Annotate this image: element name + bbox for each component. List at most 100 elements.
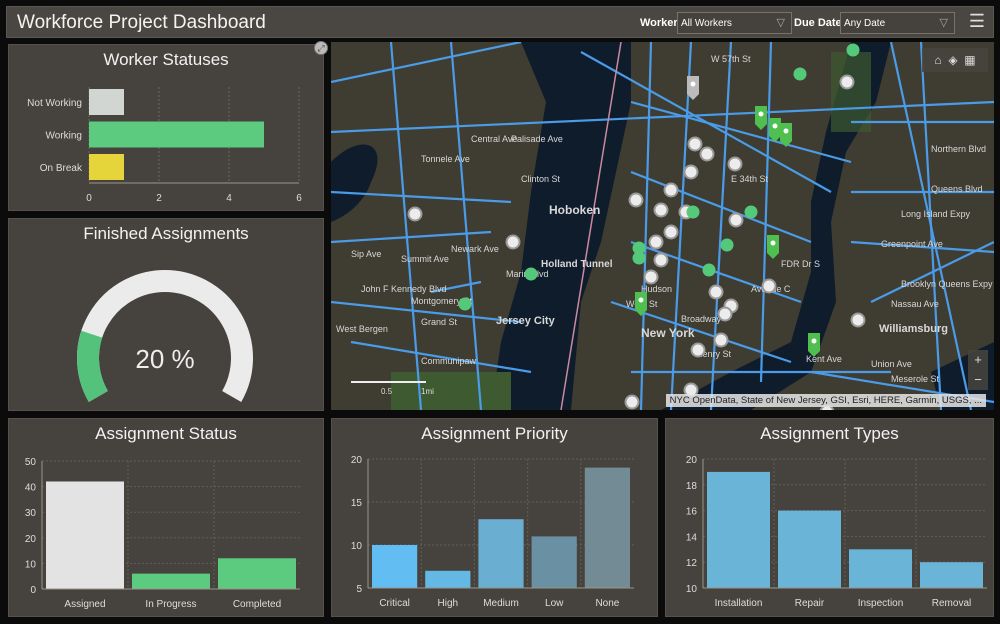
- worker-marker: [635, 292, 647, 316]
- finished-assignments-panel: Finished Assignments: [8, 218, 324, 411]
- map-markers: [407, 43, 866, 410]
- header-bar: Workforce Project Dashboard Worker All W…: [6, 6, 994, 38]
- hackensack-river: [331, 144, 378, 222]
- assignment-marker: [708, 284, 724, 300]
- due-date-select-value: Any Date: [844, 18, 886, 29]
- hudson-river: [491, 42, 631, 410]
- map-label: Palisade Ave: [511, 134, 563, 144]
- assignment-marker-completed: [458, 297, 472, 311]
- scale-label: 1mi: [421, 387, 434, 396]
- assignment-marker: [683, 164, 699, 180]
- worker-select-value: All Workers: [681, 18, 732, 29]
- map-label: Sip Ave: [351, 249, 381, 259]
- worker-person-icon: [770, 240, 776, 246]
- assignment-priority-panel: Assignment Priority: [331, 418, 658, 617]
- map-label: Tonnele Ave: [421, 154, 470, 164]
- map-label: Queens Blvd: [931, 184, 983, 194]
- basemap-gallery-icon[interactable]: ▦: [964, 53, 976, 67]
- assignment-marker-completed: [632, 241, 646, 255]
- road: [580, 51, 832, 193]
- worker-pin-icon: [780, 123, 792, 147]
- menu-icon[interactable]: ☰: [968, 11, 985, 31]
- panel-title: Worker Statuses: [103, 50, 229, 69]
- road: [919, 42, 943, 410]
- panel-title: Assignment Types: [760, 424, 899, 443]
- assignment-marker: [628, 192, 644, 208]
- map-label: Newark Ave: [451, 244, 499, 254]
- worker-pin-icon: [687, 76, 699, 100]
- map-label: Montgomery St: [411, 296, 473, 306]
- x-tick-label: 2: [156, 193, 162, 204]
- road: [669, 42, 693, 410]
- assignment-marker-completed: [524, 267, 538, 281]
- worker-person-icon: [772, 123, 778, 129]
- worker-select[interactable]: All Workers ▽: [677, 12, 792, 34]
- map-label: Central Ave: [471, 134, 517, 144]
- bar-on-break: [89, 154, 124, 180]
- worker-person-icon: [758, 111, 764, 117]
- finished-assignments-gauge: 20 %: [77, 270, 253, 402]
- map-label: Meserole St: [891, 374, 940, 384]
- layers-icon[interactable]: ◈: [948, 53, 958, 67]
- worker-pin-icon: [755, 106, 767, 130]
- zoom-in-button[interactable]: +: [968, 350, 988, 370]
- assignment-marker: [761, 278, 777, 294]
- map-view[interactable]: Hoboken Jersey City New York Williamsburg Ho…: [331, 42, 994, 410]
- y-tick-label: Not Working: [27, 98, 82, 109]
- y-tick-label: On Break: [40, 163, 83, 174]
- map-label: Hoboken: [549, 203, 600, 217]
- worker-person-icon: [811, 338, 817, 344]
- zoom-out-button[interactable]: −: [968, 370, 988, 390]
- map-canvas[interactable]: Hoboken Jersey City New York Williamsburg Ho…: [331, 42, 994, 410]
- app-title: Workforce Project Dashboard: [17, 12, 266, 33]
- assignment-marker: [505, 234, 521, 250]
- map-label: Greenpoint Ave: [881, 239, 943, 249]
- due-date-select[interactable]: Any Date ▽: [840, 12, 955, 34]
- map-label: W 57th St: [711, 54, 751, 64]
- land: [331, 42, 994, 410]
- assignment-marker: [653, 252, 669, 268]
- assignment-marker: [690, 342, 706, 358]
- worker-pin-icon: [767, 235, 779, 259]
- map-label: Summit Ave: [401, 254, 449, 264]
- worker-marker: [780, 123, 792, 147]
- road: [449, 42, 483, 410]
- road: [350, 340, 532, 374]
- worker-marker: [769, 118, 781, 142]
- assignment-marker: [643, 269, 659, 285]
- worker-statuses-chart: 0 2 4 6 Not Working Working On Break: [27, 87, 302, 204]
- map-label: Clinton St: [521, 174, 561, 184]
- map-label: Union Ave: [871, 359, 912, 369]
- map-label: Holland Tunnel: [541, 259, 613, 270]
- map-label: FDR Dr S: [781, 259, 820, 269]
- worker-marker: [808, 333, 820, 357]
- map-toolbar: ⌂ ◈ ▦: [922, 48, 988, 72]
- worker-marker: [687, 76, 699, 100]
- road: [709, 42, 733, 410]
- map-label: New York: [641, 326, 695, 340]
- assignment-marker-completed: [702, 263, 716, 277]
- map-label: Northern Blvd: [931, 144, 986, 154]
- assignment-marker-completed: [720, 238, 734, 252]
- assignment-marker: [687, 136, 703, 152]
- park: [831, 52, 871, 132]
- assignment-marker: [728, 212, 744, 228]
- road: [331, 42, 522, 84]
- worker-filter-label: Worker: [640, 17, 678, 29]
- assignment-marker-completed: [846, 43, 860, 57]
- home-icon[interactable]: ⌂: [934, 53, 942, 67]
- worker-marker: [767, 235, 779, 259]
- assignment-status-panel: Assignment Status: [8, 418, 324, 617]
- fullscreen-icon[interactable]: ⤢: [314, 41, 328, 55]
- map-label: E 34th St: [731, 174, 769, 184]
- x-tick-label: 6: [296, 193, 302, 204]
- roads: [331, 42, 994, 410]
- map-label: Jersey City: [496, 315, 556, 327]
- map-label: Grand St: [421, 317, 458, 327]
- map-label: Brooklyn Queens Expy: [901, 279, 993, 289]
- panel-title: Assignment Status: [95, 424, 237, 443]
- east-river: [661, 42, 891, 410]
- worker-marker: [755, 106, 767, 130]
- worker-person-icon: [690, 81, 696, 87]
- assignment-marker: [713, 332, 729, 348]
